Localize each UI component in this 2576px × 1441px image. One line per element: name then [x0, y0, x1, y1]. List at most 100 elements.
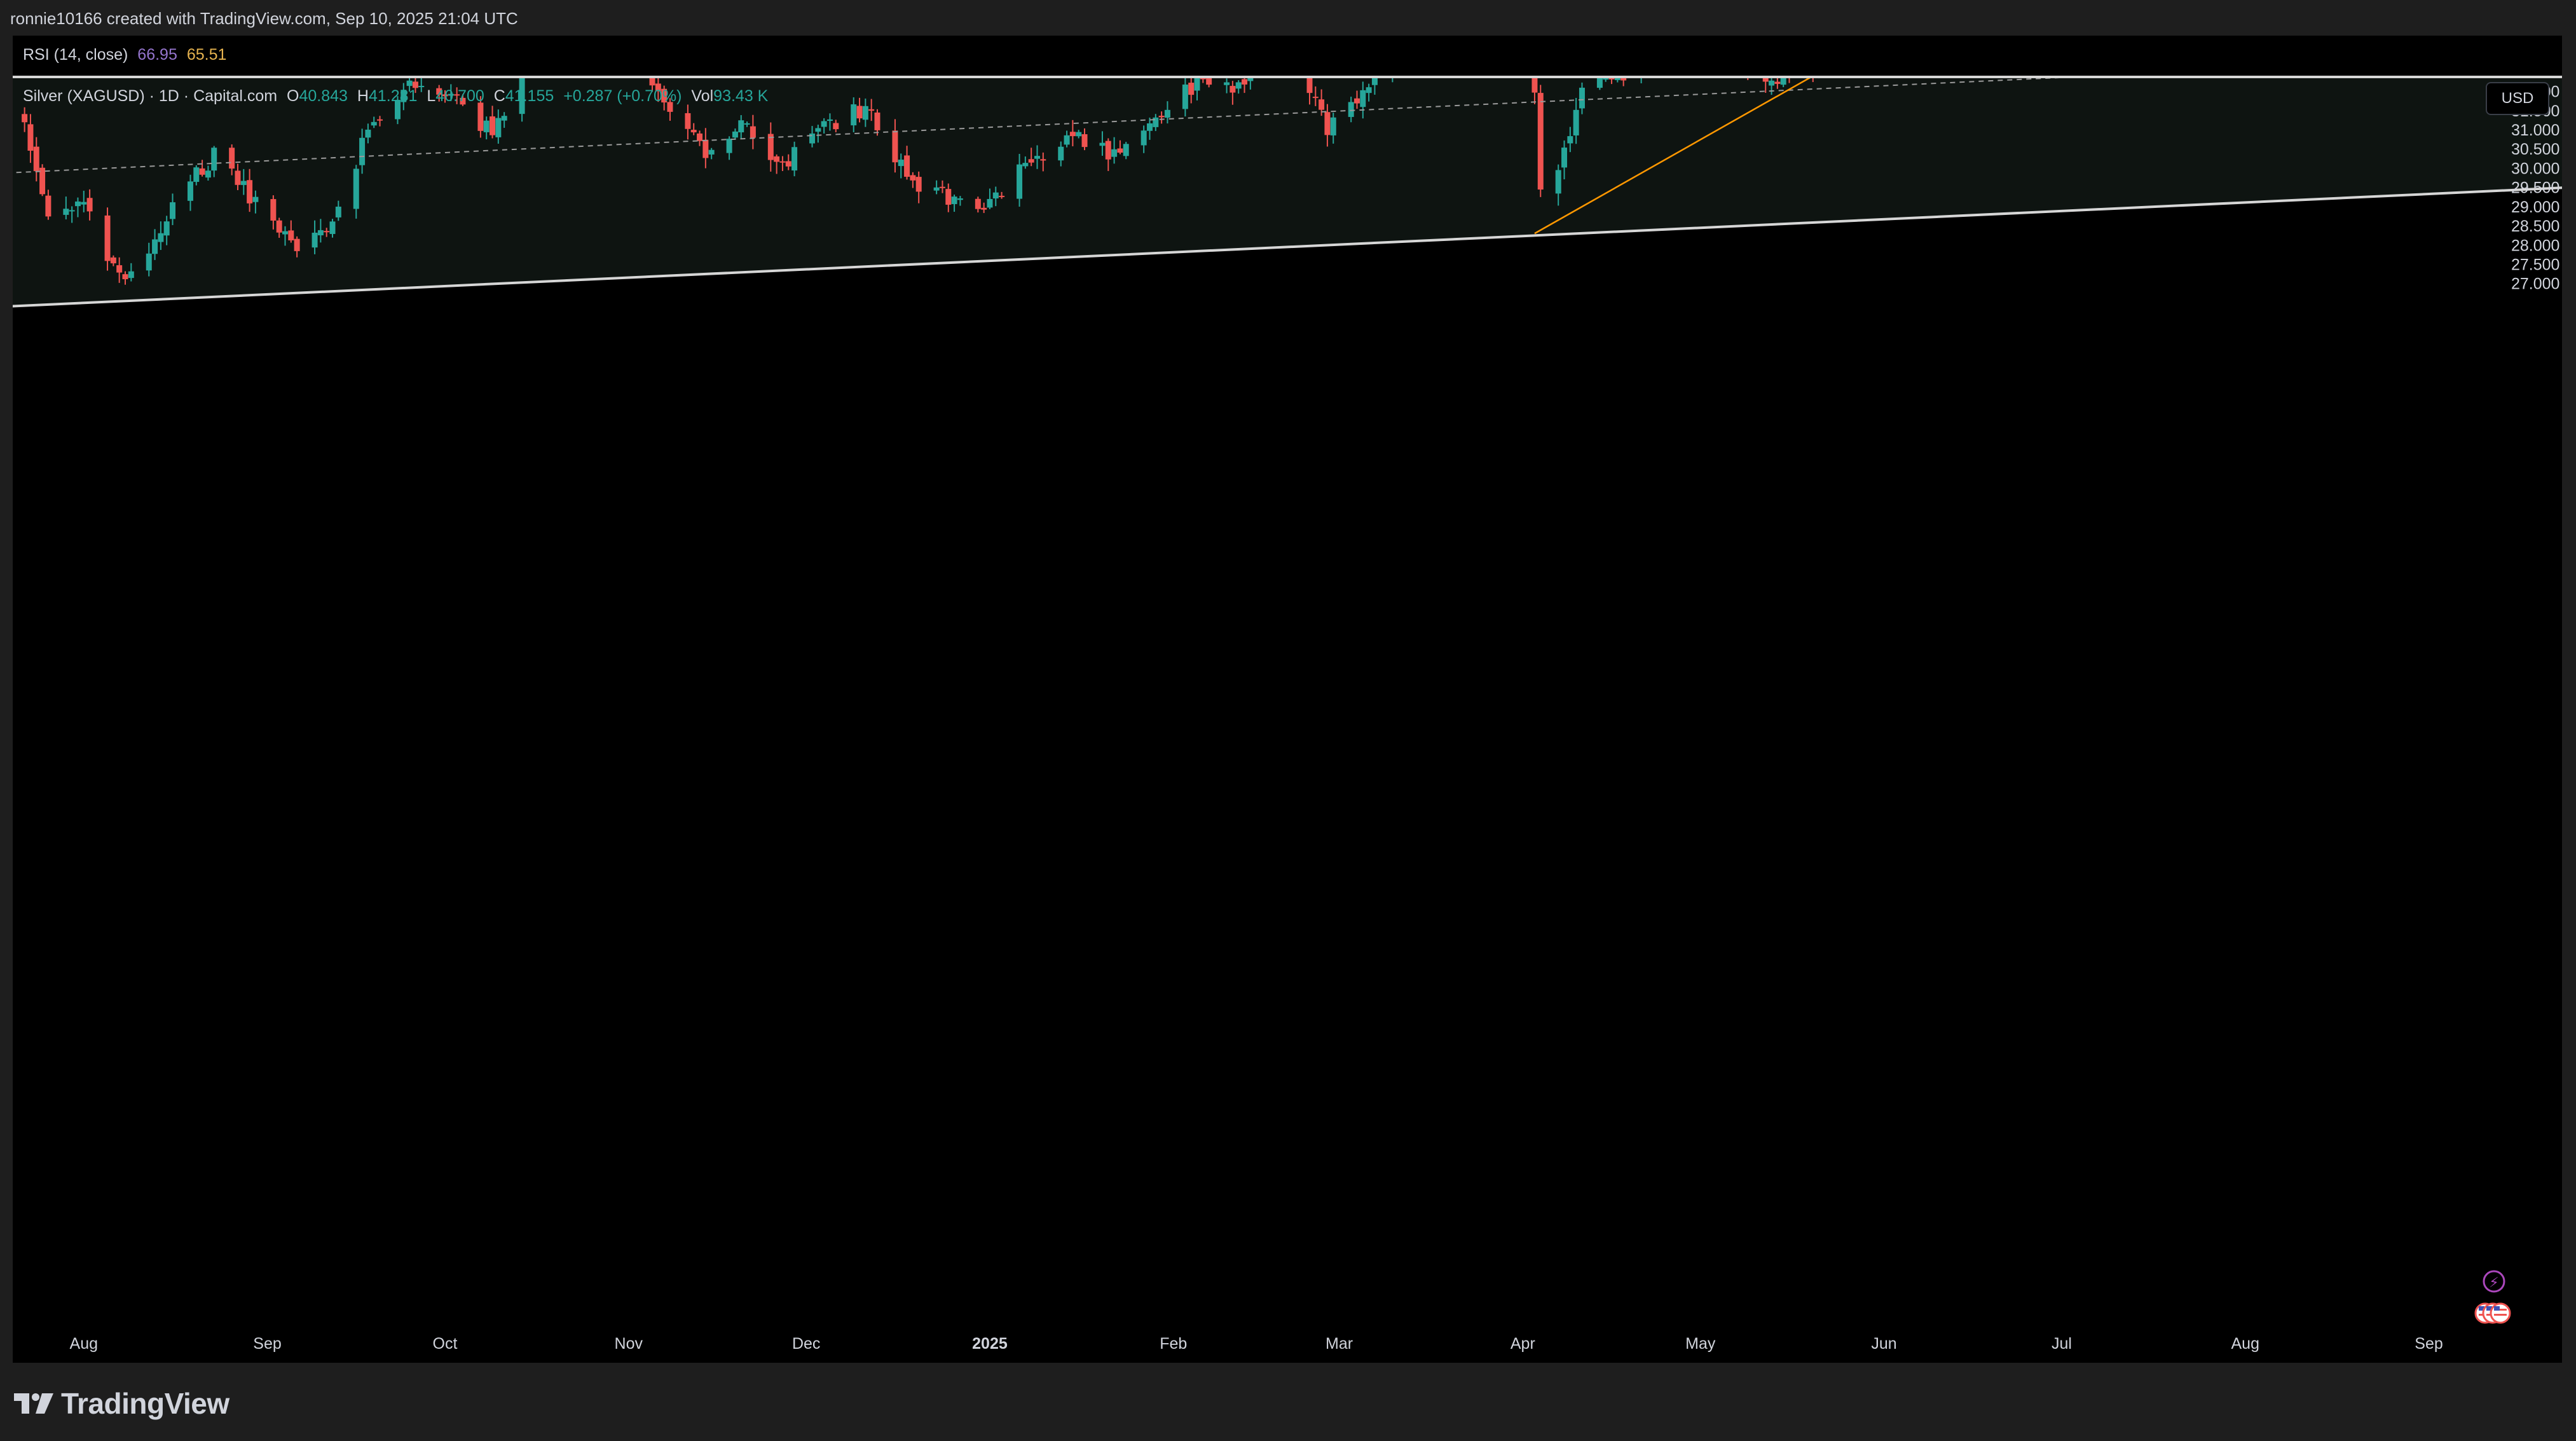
candle[interactable]	[1022, 156, 1029, 169]
candle[interactable]	[1596, 78, 1603, 90]
candle[interactable]	[1810, 78, 1816, 83]
candle[interactable]	[359, 128, 366, 174]
candle[interactable]	[418, 78, 425, 92]
candle[interactable]	[312, 220, 318, 254]
big-channel-lower-line[interactable]	[13, 186, 2562, 308]
candle[interactable]	[1561, 140, 1568, 179]
candle[interactable]	[981, 202, 987, 213]
candle[interactable]	[128, 263, 134, 282]
candle[interactable]	[1164, 101, 1170, 124]
candle[interactable]	[282, 226, 288, 246]
candle[interactable]	[1224, 78, 1230, 93]
candle[interactable]	[1076, 130, 1082, 139]
candle[interactable]	[1040, 152, 1046, 172]
candle[interactable]	[1064, 130, 1070, 148]
candle[interactable]	[1312, 86, 1319, 106]
candle[interactable]	[495, 109, 502, 144]
candle[interactable]	[335, 200, 341, 221]
candle[interactable]	[892, 119, 898, 173]
candle[interactable]	[685, 104, 691, 140]
candle[interactable]	[1567, 127, 1573, 153]
candle[interactable]	[86, 189, 93, 221]
candle[interactable]	[1111, 137, 1118, 164]
candle[interactable]	[1780, 78, 1786, 88]
candle[interactable]	[975, 197, 981, 213]
candle[interactable]	[394, 96, 401, 125]
candle[interactable]	[1537, 85, 1544, 197]
candle[interactable]	[744, 121, 750, 127]
candle[interactable]	[247, 169, 253, 212]
candle[interactable]	[791, 141, 798, 177]
candle[interactable]	[1603, 78, 1609, 82]
candle[interactable]	[170, 193, 176, 225]
candle[interactable]	[193, 165, 200, 186]
candle[interactable]	[939, 180, 945, 193]
candle[interactable]	[158, 221, 164, 251]
candle[interactable]	[1348, 97, 1354, 123]
candle[interactable]	[1058, 141, 1064, 167]
candle[interactable]	[1573, 97, 1579, 144]
candle[interactable]	[1614, 78, 1620, 83]
candle[interactable]	[74, 197, 81, 217]
candle[interactable]	[1608, 78, 1615, 85]
candle[interactable]	[454, 87, 460, 104]
candle[interactable]	[412, 78, 418, 93]
candle[interactable]	[933, 180, 940, 195]
candle[interactable]	[146, 242, 152, 277]
candle[interactable]	[862, 98, 868, 127]
candle[interactable]	[649, 78, 655, 92]
currency-button[interactable]: USD	[2486, 82, 2549, 115]
candle[interactable]	[697, 130, 703, 146]
candle[interactable]	[187, 174, 193, 211]
candle[interactable]	[104, 207, 111, 271]
candle[interactable]	[199, 160, 205, 177]
candle[interactable]	[951, 194, 957, 212]
candle[interactable]	[235, 163, 241, 190]
candle[interactable]	[519, 78, 525, 122]
candle[interactable]	[63, 197, 69, 219]
candle[interactable]	[110, 255, 116, 266]
candle[interactable]	[898, 153, 904, 179]
candle[interactable]	[1146, 117, 1153, 140]
candle[interactable]	[851, 97, 857, 133]
candle[interactable]	[904, 146, 910, 180]
candle[interactable]	[1081, 128, 1088, 151]
candle[interactable]	[809, 126, 816, 148]
candle[interactable]	[1366, 83, 1372, 102]
candle[interactable]	[324, 228, 330, 237]
candle[interactable]	[1028, 148, 1034, 167]
candle[interactable]	[708, 148, 715, 160]
candle[interactable]	[353, 165, 359, 219]
candle[interactable]	[1141, 125, 1147, 153]
candle[interactable]	[655, 78, 661, 102]
candle[interactable]	[122, 271, 128, 285]
candle[interactable]	[815, 125, 821, 143]
candle[interactable]	[1017, 153, 1023, 207]
candle[interactable]	[1360, 81, 1366, 119]
candle[interactable]	[750, 114, 756, 149]
candle[interactable]	[1230, 81, 1236, 105]
candle[interactable]	[501, 112, 507, 128]
price-chart-pane[interactable]: 27.000 27.500 28.000 28.500 29.000 29.500 30.0…	[13, 78, 2562, 1363]
candle[interactable]	[240, 169, 247, 195]
candle[interactable]	[377, 116, 383, 127]
candle[interactable]	[81, 190, 87, 212]
candle[interactable]	[987, 188, 993, 209]
candle[interactable]	[826, 113, 833, 131]
candle[interactable]	[448, 84, 454, 102]
candle[interactable]	[27, 114, 34, 163]
candle[interactable]	[329, 219, 336, 238]
candle[interactable]	[774, 154, 780, 174]
candle[interactable]	[436, 85, 442, 102]
candle[interactable]	[1069, 120, 1076, 147]
candle[interactable]	[945, 183, 952, 212]
candle[interactable]	[661, 85, 668, 111]
candle[interactable]	[821, 118, 827, 134]
candle[interactable]	[460, 94, 466, 106]
time-axis[interactable]: Aug Sep Oct Nov Dec 2025 Feb Mar Apr May Jun Jul Aug…	[70, 1335, 2562, 1353]
candle[interactable]	[229, 144, 235, 176]
candle[interactable]	[1034, 145, 1040, 169]
candle[interactable]	[856, 97, 863, 123]
candle[interactable]	[1371, 78, 1378, 95]
